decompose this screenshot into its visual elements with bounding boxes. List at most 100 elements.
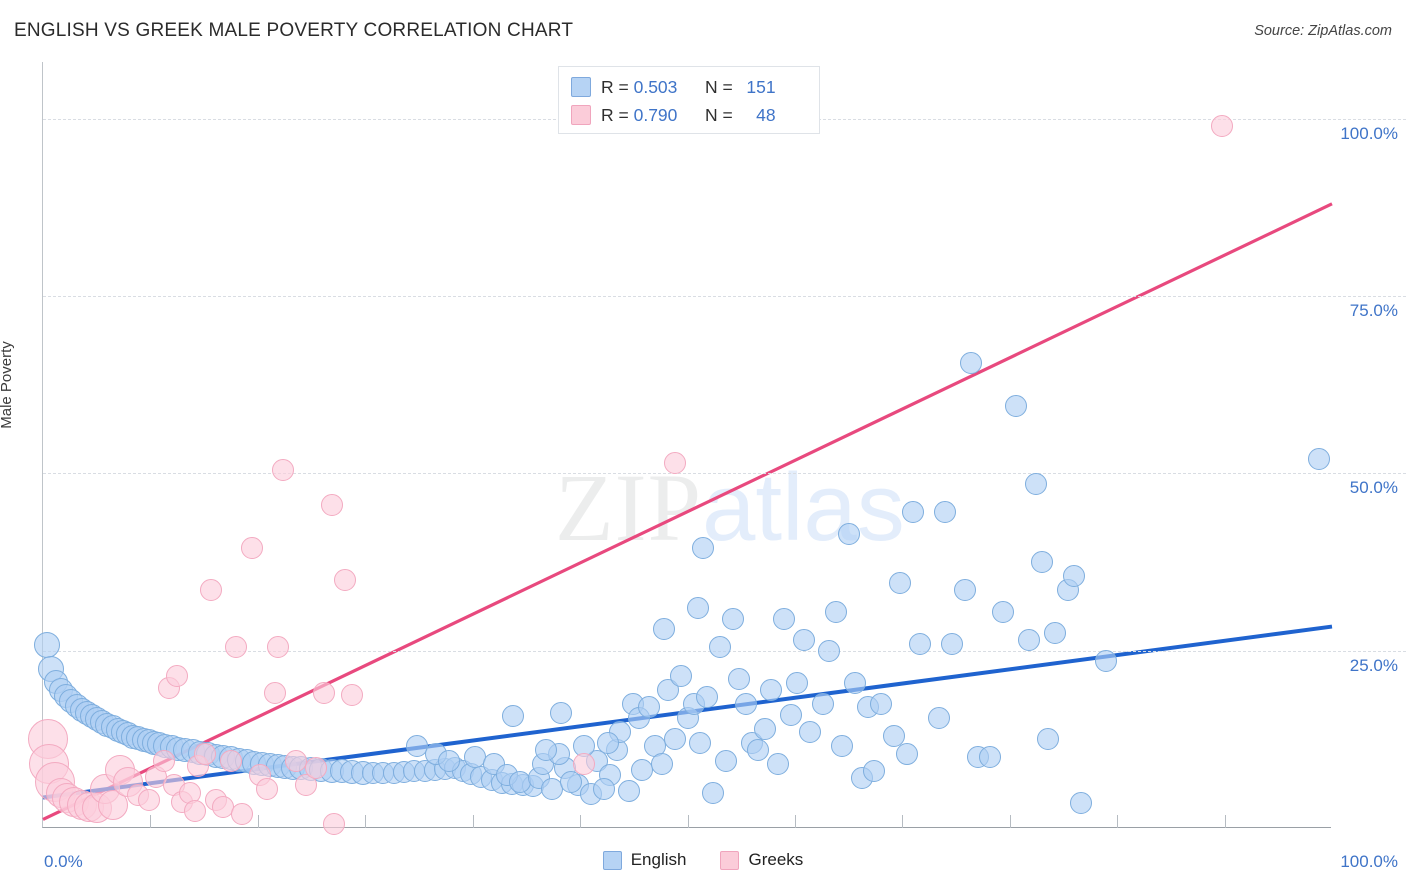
data-point-english[interactable] (889, 572, 912, 595)
greeks-r-value: 0.790 (633, 104, 678, 125)
data-point-english[interactable] (766, 753, 789, 776)
data-point-greeks[interactable] (240, 536, 263, 559)
data-point-english[interactable] (1030, 551, 1053, 574)
data-point-greeks[interactable] (153, 749, 176, 772)
data-point-english[interactable] (1018, 629, 1041, 652)
data-point-english[interactable] (708, 636, 731, 659)
x-axis-tick-mark (687, 815, 689, 828)
data-point-english[interactable] (934, 501, 957, 524)
data-point-english[interactable] (689, 731, 712, 754)
data-point-english[interactable] (1063, 565, 1086, 588)
data-point-greeks[interactable] (166, 664, 189, 687)
data-point-greeks[interactable] (225, 636, 248, 659)
data-point-greeks[interactable] (266, 636, 289, 659)
data-point-english[interactable] (863, 760, 886, 783)
data-point-english[interactable] (596, 731, 619, 754)
data-point-greeks[interactable] (264, 682, 287, 705)
data-point-greeks[interactable] (220, 749, 243, 772)
data-point-english[interactable] (760, 678, 783, 701)
data-point-english[interactable] (702, 781, 725, 804)
data-point-english[interactable] (670, 664, 693, 687)
data-point-greeks[interactable] (1211, 114, 1234, 137)
data-point-english[interactable] (837, 522, 860, 545)
data-point-english[interactable] (747, 738, 770, 761)
data-point-greeks[interactable] (271, 458, 294, 481)
data-point-english[interactable] (960, 352, 983, 375)
data-point-english[interactable] (844, 671, 867, 694)
data-point-english[interactable] (940, 632, 963, 655)
data-point-greeks[interactable] (199, 579, 222, 602)
data-point-english[interactable] (691, 536, 714, 559)
data-point-english[interactable] (650, 753, 673, 776)
x-axis-tick-mark (1224, 815, 1226, 828)
data-point-english[interactable] (831, 735, 854, 758)
data-point-english[interactable] (908, 632, 931, 655)
data-point-english[interactable] (1095, 650, 1118, 673)
data-point-greeks[interactable] (663, 451, 686, 474)
data-point-english[interactable] (653, 618, 676, 641)
data-point-english[interactable] (779, 703, 802, 726)
data-point-greeks[interactable] (230, 802, 253, 825)
data-point-english[interactable] (992, 600, 1015, 623)
legend-item-english[interactable]: English (602, 850, 686, 870)
data-point-english[interactable] (734, 692, 757, 715)
data-point-english[interactable] (728, 668, 751, 691)
correlation-stats-legend: R = 0.503 N = 151 R = 0.790 N = 48 (558, 66, 820, 134)
data-point-english[interactable] (560, 770, 583, 793)
x-axis-tick-mark (794, 815, 796, 828)
data-point-english[interactable] (811, 692, 834, 715)
data-point-greeks[interactable] (137, 788, 160, 811)
data-point-greeks[interactable] (194, 742, 217, 765)
data-point-greeks[interactable] (313, 682, 335, 705)
data-point-english[interactable] (618, 780, 641, 803)
source-attribution: Source: ZipAtlas.com (1254, 23, 1392, 39)
data-point-english[interactable] (1037, 728, 1060, 751)
x-axis-tick-mark (902, 815, 904, 828)
data-point-english[interactable] (1069, 792, 1092, 815)
data-point-english[interactable] (953, 579, 976, 602)
data-point-english[interactable] (1043, 621, 1066, 644)
data-point-english[interactable] (663, 728, 686, 751)
data-point-english[interactable] (979, 746, 1002, 769)
data-point-english[interactable] (824, 600, 847, 623)
data-point-greeks[interactable] (256, 777, 279, 800)
data-point-english[interactable] (1005, 394, 1028, 417)
data-point-greeks[interactable] (341, 683, 364, 706)
legend-item-greeks[interactable]: Greeks (720, 850, 803, 870)
data-point-greeks[interactable] (320, 494, 343, 517)
data-point-english[interactable] (753, 717, 776, 740)
data-point-english[interactable] (1308, 448, 1331, 471)
data-point-greeks[interactable] (573, 753, 596, 776)
data-point-greeks[interactable] (184, 799, 207, 822)
data-point-english[interactable] (798, 721, 821, 744)
data-point-english[interactable] (1024, 473, 1047, 495)
data-point-english[interactable] (721, 607, 744, 630)
data-point-english[interactable] (502, 704, 525, 727)
data-point-english[interactable] (438, 749, 461, 772)
data-point-english[interactable] (534, 738, 557, 761)
data-point-english[interactable] (715, 749, 738, 772)
data-point-english[interactable] (895, 742, 918, 765)
greeks-color-swatch (571, 105, 591, 125)
data-point-english[interactable] (550, 702, 573, 725)
data-point-english[interactable] (637, 696, 660, 719)
data-point-english[interactable] (792, 629, 815, 652)
data-point-english[interactable] (818, 639, 841, 662)
data-point-english[interactable] (592, 777, 615, 800)
data-point-greeks[interactable] (294, 774, 317, 797)
data-point-english[interactable] (882, 724, 905, 747)
y-axis-title: Male Poverty (0, 341, 15, 429)
data-point-greeks[interactable] (323, 813, 346, 836)
data-point-english[interactable] (869, 692, 892, 715)
data-point-english[interactable] (686, 597, 709, 620)
data-point-english[interactable] (773, 607, 796, 630)
data-point-greeks[interactable] (305, 756, 328, 779)
data-point-english[interactable] (33, 632, 60, 658)
data-point-english[interactable] (902, 501, 925, 524)
data-point-greeks[interactable] (333, 568, 356, 591)
data-point-english[interactable] (927, 707, 950, 730)
data-point-english[interactable] (786, 671, 809, 694)
data-point-greeks[interactable] (284, 749, 307, 772)
x-axis-tick-mark (580, 815, 582, 828)
data-point-english[interactable] (695, 685, 718, 708)
